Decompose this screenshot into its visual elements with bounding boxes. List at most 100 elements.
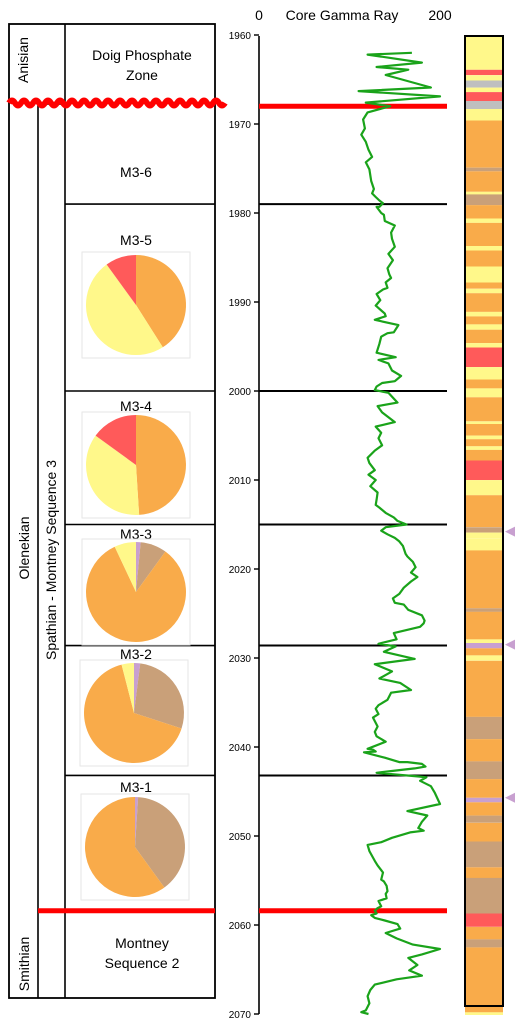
y-tick-label: 2000 [229,387,252,398]
sequence-label: Spathian - Montney Sequence 3 [43,460,59,660]
facies-bed-light_yellow [465,109,503,121]
y-tick-label: 1980 [229,209,252,220]
y-tick-label: 2030 [229,654,252,665]
unit-boundaries [65,203,215,777]
facies-bed-orange [465,550,503,609]
facies-bed-orange [465,802,503,816]
unit-label-m3-3: M3-3 [120,526,152,542]
facies-bed-red [465,347,503,368]
pie-frame [81,411,191,519]
pie-frame [79,659,189,767]
table-border [8,23,216,999]
pie-slice-red [95,415,136,465]
facies-bed-lilac [465,643,503,649]
facies-column-border [464,35,504,1007]
facies-bed-tan [465,877,503,914]
facies-bed-orange [465,867,503,878]
facies-bed-tan [465,716,503,740]
facies-bed-tan [465,815,503,823]
facies-bed-light_yellow [465,218,503,223]
pie-frame [81,538,191,646]
pie-slice-lilac [135,797,139,847]
facies-bed-orange [465,282,503,289]
facies-bed-tan [465,194,503,206]
stage-label-anisian: Anisian [15,37,31,83]
facies-bed-orange [465,449,503,461]
y-tick-label: 1970 [229,120,252,131]
pie-slice-orange [136,255,187,348]
facies-bed-orange [465,329,503,344]
facies-beds [465,36,503,1015]
facies-column [464,35,515,1015]
facies-bed-light_yellow [465,388,503,398]
facies-bed-light_yellow [465,532,503,539]
pie-slice-tan [134,663,184,729]
marker-triangle [505,792,515,803]
pie-slice-orange [84,796,165,897]
pie-slice-tan [136,542,166,592]
pie-slice-light_yellow [114,542,136,592]
facies-bed-orange [465,439,503,447]
facies-bed-tan [465,167,503,172]
facies-bed-light_yellow [465,367,503,380]
unit-label-doig-line1: Doig Phosphate [92,47,192,63]
facies-bed-tan [465,761,503,780]
gamma-ray-line [357,51,442,1016]
facies-bed-light_yellow [465,343,503,348]
unit-label-montney-seq2-line2: Sequence 2 [105,955,180,971]
y-tick-label: 2050 [229,832,252,843]
facies-bed-light_yellow [465,639,503,643]
facies-bed-light_yellow [465,191,503,195]
pie-slice-light_yellow [85,264,163,356]
facies-bed-light_yellow [465,655,503,661]
facies-bed-light_yellow [465,87,503,93]
unit-label-m3-2: M3-2 [120,646,152,662]
facies-bed-light_yellow [465,446,503,450]
facies-bed-tan [465,939,503,948]
pie-slice-lilac [134,663,141,713]
facies-bed-orange [465,739,503,762]
facies-bed-light_yellow [465,480,503,496]
depth-axis: 1960 1970 1980 1990 2000 2010 2020 2030 2040 2050… [229,31,259,1021]
facies-pie-charts [79,251,191,901]
facies-bed-lilac [465,797,503,803]
unit-label-montney-seq2-line1: Montney [115,935,169,951]
facies-bed-orange [465,495,503,528]
unit-label-m3-1: M3-1 [120,779,152,795]
facies-bed-orange [465,648,503,656]
gamma-ray-track: Core Gamma Ray 0 200 1960 1970 1980 1990 200… [229,7,452,1021]
facies-bed-red [465,92,503,101]
y-tick-label: 2060 [229,921,252,932]
pie-slice-lilac [136,541,141,592]
unit-label-m3-6: M3-6 [120,164,152,180]
y-tick-label: 2020 [229,565,252,576]
pie-slice-orange [136,415,186,515]
unit-label-m3-5: M3-5 [120,232,152,248]
facies-bed-orange [465,293,503,312]
facies-bed-red [465,913,503,927]
facies-bed-orange [465,779,503,798]
facies-bed-light_yellow [465,435,503,440]
chart-title: Core Gamma Ray [286,7,399,23]
facies-bed-tan [465,608,503,612]
y-tick-label: 2010 [229,476,252,487]
facies-bed-light_yellow [465,75,503,81]
marker-triangle [505,639,515,650]
y-tick-label: 1990 [229,298,252,309]
facies-bed-light_yellow [465,246,503,251]
facies-bed-orange [465,171,503,192]
facies-bed-orange [465,120,503,168]
pie-slice-orange [83,664,182,764]
unconformity-wavy-line [6,97,228,109]
gamma-ray-boundaries [259,103,447,914]
unit-label-m3-4: M3-4 [120,398,152,414]
facies-bed-grey [465,101,503,109]
facies-bed-orange [465,926,503,940]
x-tick-label-200: 200 [428,7,452,23]
pie-slice-light_yellow [121,663,134,713]
facies-bed-grey [465,80,503,88]
facies-bed-tan [465,527,503,533]
facies-bed-light_yellow [465,266,503,283]
facies-bed-orange [465,222,503,246]
